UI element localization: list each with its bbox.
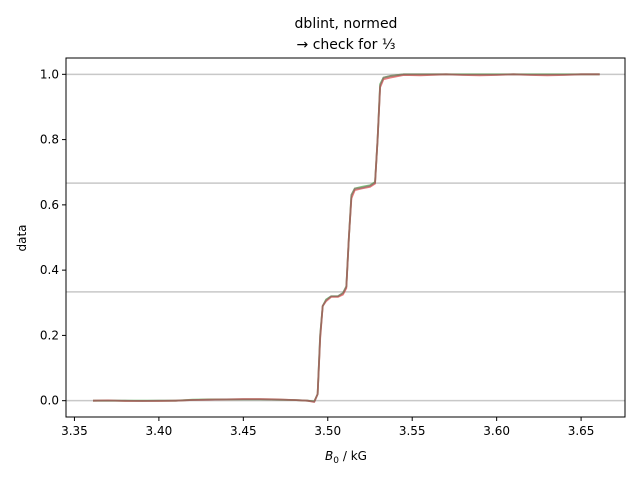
- x-tick-label: 3.45: [230, 424, 257, 438]
- x-axis-label-main: B: [325, 449, 333, 463]
- x-tick-label: 3.40: [146, 424, 173, 438]
- x-axis-label-unit: / kG: [339, 449, 367, 463]
- y-tick-label: 0.4: [40, 263, 59, 277]
- x-axis-ticks: 3.35 3.40 3.45 3.50 3.55 3.60 3.65: [61, 417, 594, 438]
- x-tick-label: 3.65: [568, 424, 595, 438]
- x-tick-label: 3.60: [483, 424, 510, 438]
- chart-title-line2: → check for ⅓: [297, 37, 396, 53]
- y-axis-label: data: [15, 224, 29, 251]
- y-tick-label: 0.2: [40, 328, 59, 342]
- y-tick-label: 0.6: [40, 198, 59, 212]
- x-axis-label-subscript: 0: [333, 456, 339, 466]
- plot-frame: [65, 57, 626, 418]
- y-tick-label: 1.0: [40, 67, 59, 81]
- y-tick-label: 0.8: [40, 133, 59, 147]
- x-tick-label: 3.35: [61, 424, 88, 438]
- y-axis-ticks: 0.0 0.2 0.4 0.6 0.8 1.0: [40, 67, 66, 408]
- x-tick-label: 3.55: [399, 424, 426, 438]
- data-series: [93, 73, 600, 403]
- y-tick-label: 0.0: [40, 394, 59, 408]
- series-line-2: [93, 73, 600, 403]
- x-tick-label: 3.50: [314, 424, 341, 438]
- chart-title-line1: dblint, normed: [295, 16, 398, 32]
- x-axis-label: B0 / kG: [325, 449, 367, 466]
